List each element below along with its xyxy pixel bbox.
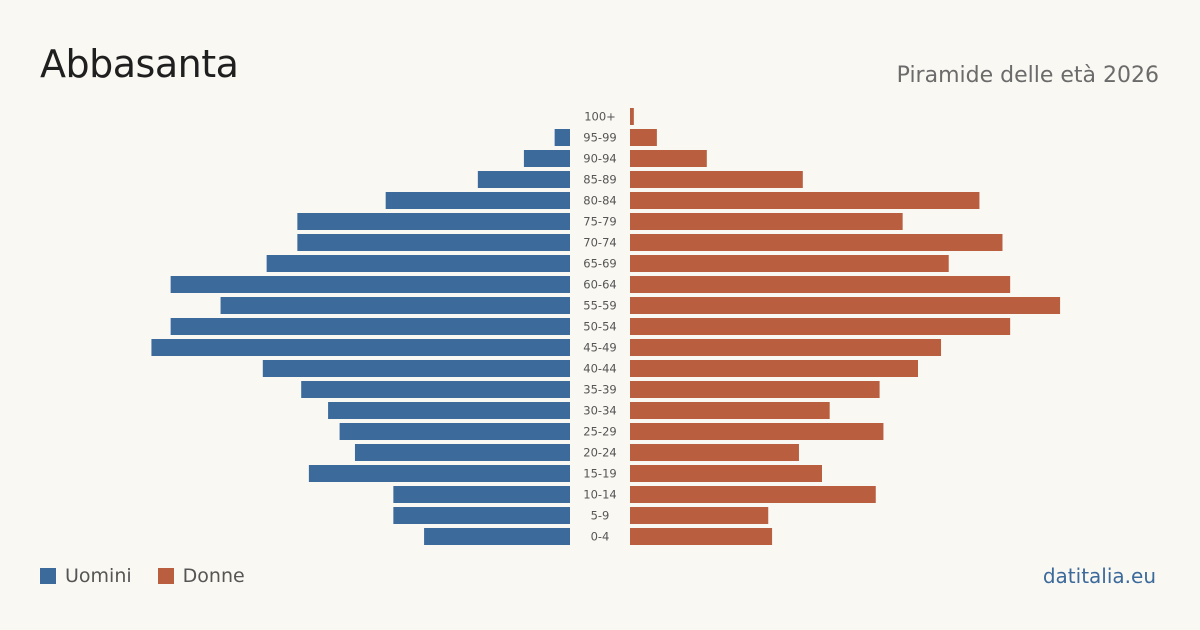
bar-men-45-49 bbox=[151, 339, 570, 356]
age-label-35-39: 35-39 bbox=[583, 383, 616, 397]
bar-women-80-84 bbox=[630, 192, 980, 209]
bar-women-70-74 bbox=[630, 234, 1003, 251]
age-labels-group: 100+ 95-99 90-94 85-89 80-84 75-79 70-74 65-69 6… bbox=[583, 110, 616, 544]
age-label-25-29: 25-29 bbox=[583, 425, 616, 439]
bar-women-45-49 bbox=[630, 339, 942, 356]
age-label-75-79: 75-79 bbox=[583, 215, 616, 229]
bar-women-60-64 bbox=[630, 276, 1011, 293]
men-bars-group bbox=[151, 129, 570, 545]
chart-title: Abbasanta bbox=[40, 42, 239, 86]
age-label-0-4: 0-4 bbox=[591, 530, 610, 544]
age-label-80-84: 80-84 bbox=[583, 194, 616, 208]
bar-women-0-4 bbox=[630, 528, 773, 545]
legend-item-men: Uomini bbox=[40, 565, 132, 587]
bar-men-65-69 bbox=[266, 255, 570, 272]
age-label-10-14: 10-14 bbox=[583, 488, 616, 502]
age-label-60-64: 60-64 bbox=[583, 278, 616, 292]
bar-women-20-24 bbox=[630, 444, 799, 461]
bar-men-90-94 bbox=[523, 150, 570, 167]
bar-women-75-79 bbox=[630, 213, 903, 230]
bar-men-0-4 bbox=[424, 528, 570, 545]
bar-women-35-39 bbox=[630, 381, 880, 398]
bar-men-20-24 bbox=[354, 444, 570, 461]
bar-women-95-99 bbox=[630, 129, 657, 146]
age-label-90-94: 90-94 bbox=[583, 152, 616, 166]
age-label-85-89: 85-89 bbox=[583, 173, 616, 187]
bar-women-15-19 bbox=[630, 465, 822, 482]
bar-women-65-69 bbox=[630, 255, 949, 272]
brand-link[interactable]: datitalia.eu bbox=[1042, 564, 1156, 588]
bar-men-15-19 bbox=[308, 465, 570, 482]
age-label-20-24: 20-24 bbox=[583, 446, 616, 460]
legend: Uomini Donne bbox=[40, 565, 271, 587]
age-label-50-54: 50-54 bbox=[583, 320, 616, 334]
bar-men-75-79 bbox=[297, 213, 570, 230]
legend-label-women: Donne bbox=[182, 565, 245, 587]
bar-men-85-89 bbox=[477, 171, 570, 188]
bar-men-35-39 bbox=[301, 381, 570, 398]
age-label-30-34: 30-34 bbox=[583, 404, 616, 418]
women-bars-group bbox=[630, 108, 1061, 545]
bar-women-40-44 bbox=[630, 360, 918, 377]
bar-men-40-44 bbox=[262, 360, 570, 377]
age-label-5-9: 5-9 bbox=[591, 509, 610, 523]
chart-subtitle: Piramide delle età 2026 bbox=[896, 63, 1159, 88]
bar-women-5-9 bbox=[630, 507, 769, 524]
bar-men-95-99 bbox=[554, 129, 570, 146]
legend-label-men: Uomini bbox=[65, 565, 132, 587]
bar-women-85-89 bbox=[630, 171, 803, 188]
age-label-100+: 100+ bbox=[584, 110, 616, 124]
bar-women-10-14 bbox=[630, 486, 876, 503]
age-label-70-74: 70-74 bbox=[583, 236, 616, 250]
age-label-95-99: 95-99 bbox=[583, 131, 616, 145]
age-label-15-19: 15-19 bbox=[583, 467, 616, 481]
bar-women-50-54 bbox=[630, 318, 1011, 335]
bar-men-55-59 bbox=[220, 297, 570, 314]
age-label-40-44: 40-44 bbox=[583, 362, 616, 376]
bar-men-10-14 bbox=[393, 486, 570, 503]
bar-men-70-74 bbox=[297, 234, 570, 251]
bar-women-100+ bbox=[630, 108, 634, 125]
bar-women-30-34 bbox=[630, 402, 830, 419]
bar-men-25-29 bbox=[339, 423, 570, 440]
legend-swatch-men bbox=[40, 568, 56, 584]
age-label-65-69: 65-69 bbox=[583, 257, 616, 271]
bar-women-25-29 bbox=[630, 423, 884, 440]
legend-swatch-women bbox=[157, 568, 174, 584]
bar-women-90-94 bbox=[630, 150, 707, 167]
age-label-45-49: 45-49 bbox=[583, 341, 616, 355]
bar-men-30-34 bbox=[328, 402, 570, 419]
bar-men-50-54 bbox=[170, 318, 570, 335]
bar-men-80-84 bbox=[385, 192, 570, 209]
bar-women-55-59 bbox=[630, 297, 1061, 314]
bar-men-5-9 bbox=[393, 507, 570, 524]
age-label-55-59: 55-59 bbox=[583, 299, 616, 313]
legend-item-women: Donne bbox=[157, 565, 245, 587]
bar-men-60-64 bbox=[170, 276, 570, 293]
